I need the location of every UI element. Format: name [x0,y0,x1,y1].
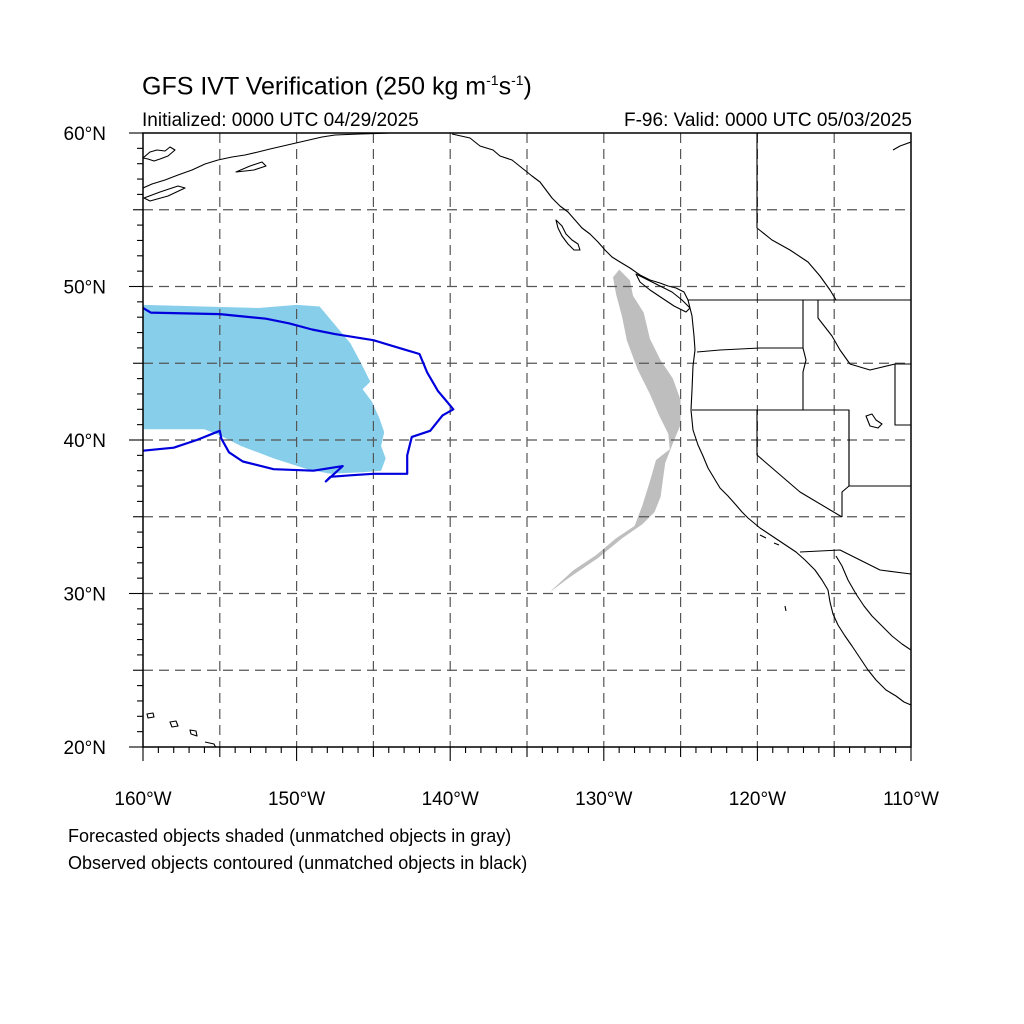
lat-label: 30°N [64,585,106,606]
bc-coastline [451,133,689,301]
great-salt-lake [865,413,883,429]
alaska-islands [143,161,267,202]
haida-gwaii [555,219,581,251]
us-mexico-border [799,549,911,575]
vancouver-island [635,273,691,313]
observed-matched-contour-object [143,307,455,483]
lat-label: 50°N [64,278,106,299]
idaho-border [802,300,911,410]
lon-label: 110°W [883,789,939,810]
coastline-and-borders [143,133,911,747]
chart-title: GFS IVT Verification (250 kg m-1s-1) [142,72,532,101]
lat-label: 20°N [64,738,106,759]
california-nevada-border [756,410,843,518]
legend-forecast-note: Forecasted objects shaded (unmatched obj… [68,826,512,846]
bc-alberta-boundary [756,133,837,301]
initialized-time: Initialized: 0000 UTC 04/29/2025 [142,110,419,131]
baja-gulf-coast [835,555,911,651]
forecast-unmatched-shaded-object [550,269,681,592]
graticule [143,133,911,747]
valid-time: F-96: Valid: 0000 UTC 05/03/2025 [624,110,912,131]
lon-label: 150°W [268,789,325,810]
lat-label: 60°N [64,124,106,145]
wyoming-montana-border [894,364,911,426]
lon-label: 120°W [729,789,786,810]
lon-label: 140°W [422,789,479,810]
channel-islands [759,534,787,612]
us-west-coastline [687,299,911,706]
canada-arctic-coast [892,141,911,151]
washington-oregon-border [696,300,804,353]
forecast-matched-shaded-object [143,304,386,474]
lat-label: 40°N [64,431,106,452]
hawaii-islands [146,712,217,747]
oregon-california-border [692,409,850,486]
lon-label: 130°W [575,789,632,810]
nevada-utah-arizona-border [841,410,911,517]
legend-observed-note: Observed objects contoured (unmatched ob… [68,853,528,873]
lon-label: 160°W [114,789,171,810]
alaska-coastline [143,133,391,189]
